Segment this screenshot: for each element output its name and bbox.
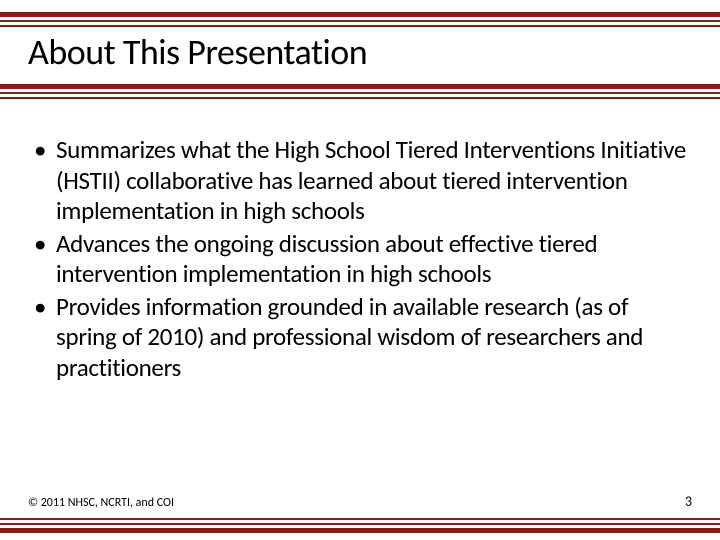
slide-title: About This Presentation — [28, 30, 367, 74]
decorative-stripe-bottom — [0, 518, 720, 536]
slide-body: Summarizes what the High School Tiered I… — [28, 135, 692, 385]
footer-page-number: 3 — [685, 493, 692, 510]
bullet-item: Provides information grounded in availab… — [28, 292, 692, 384]
decorative-stripe-top — [0, 12, 720, 27]
footer-copyright: © 2011 NHSC, NCRTI, and COI — [28, 496, 174, 510]
bullet-list: Summarizes what the High School Tiered I… — [28, 135, 692, 383]
bullet-item: Advances the ongoing discussion about ef… — [28, 229, 692, 290]
bullet-item: Summarizes what the High School Tiered I… — [28, 135, 692, 227]
decorative-stripe-middle — [0, 84, 720, 99]
